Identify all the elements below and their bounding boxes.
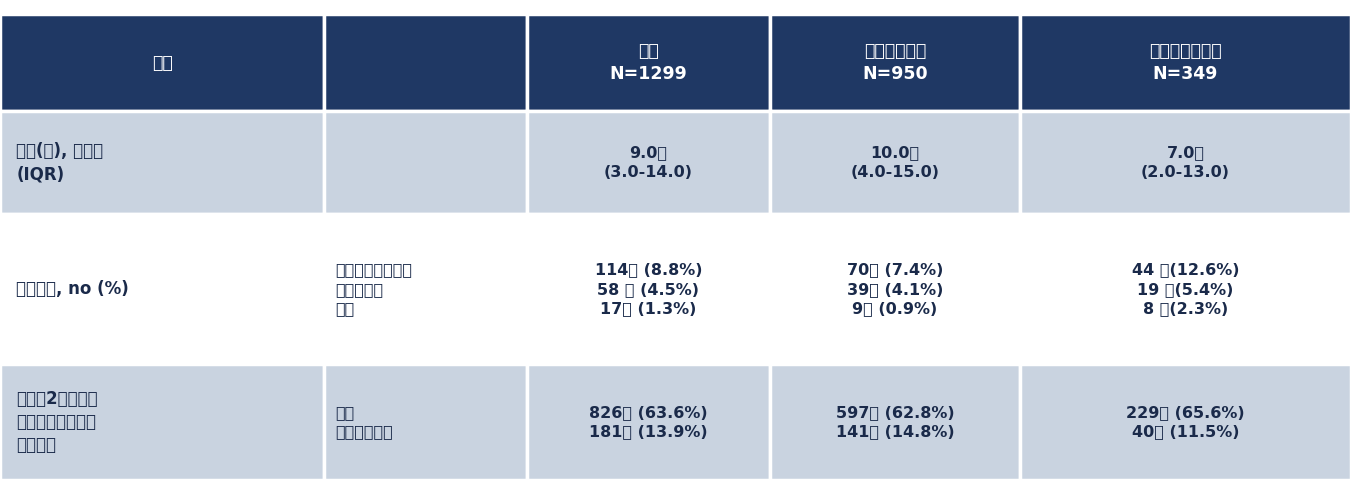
Text: 7.0歳
(2.0-13.0): 7.0歳 (2.0-13.0) — [1142, 146, 1229, 180]
Bar — [0, 364, 324, 480]
Bar — [324, 364, 527, 480]
Bar — [0, 111, 324, 214]
Bar — [0, 14, 324, 111]
Text: 597人 (62.8%)
141人 (14.8%): 597人 (62.8%) 141人 (14.8%) — [836, 405, 954, 439]
Text: 項目: 項目 — [151, 54, 173, 72]
Text: デルタ株流行期
N=349: デルタ株流行期 N=349 — [1150, 42, 1221, 83]
Text: 70人 (7.4%)
39人 (4.1%)
9人 (0.9%): 70人 (7.4%) 39人 (4.1%) 9人 (0.9%) — [847, 263, 943, 316]
Bar — [770, 111, 1020, 214]
Bar — [527, 14, 770, 111]
Text: デルタ株以前
N=950: デルタ株以前 N=950 — [862, 42, 928, 83]
Bar — [324, 111, 527, 214]
Text: 合計
N=1299: 合計 N=1299 — [609, 42, 688, 83]
Text: 基礎疾患, no (%): 基礎疾患, no (%) — [16, 280, 128, 298]
Bar — [324, 14, 527, 111]
Bar — [770, 214, 1020, 364]
Bar — [770, 14, 1020, 111]
Bar — [1020, 111, 1351, 214]
Bar — [0, 214, 324, 364]
Text: 826人 (63.6%)
181人 (13.9%): 826人 (63.6%) 181人 (13.9%) — [589, 405, 708, 439]
Text: 何らかの基礎疾患
気管支喘息
肥満: 何らかの基礎疾患 気管支喘息 肥満 — [335, 263, 412, 316]
Bar — [324, 214, 527, 364]
Text: 10.0歳
(4.0-15.0): 10.0歳 (4.0-15.0) — [851, 146, 939, 180]
Text: 9.0歳
(3.0-14.0): 9.0歳 (3.0-14.0) — [604, 146, 693, 180]
Bar — [527, 111, 770, 214]
Bar — [527, 214, 770, 364]
Bar — [1020, 364, 1351, 480]
Bar — [770, 364, 1020, 480]
Text: 入院前2週間以内
の新型コロナ患者
との接触: 入院前2週間以内 の新型コロナ患者 との接触 — [16, 390, 97, 454]
Text: 114人 (8.8%)
58 人 (4.5%)
17人 (1.3%): 114人 (8.8%) 58 人 (4.5%) 17人 (1.3%) — [594, 263, 703, 316]
Text: 家族
教育関連施設: 家族 教育関連施設 — [335, 405, 393, 439]
Bar — [527, 364, 770, 480]
Text: 229人 (65.6%)
40人 (11.5%): 229人 (65.6%) 40人 (11.5%) — [1127, 405, 1244, 439]
Bar — [1020, 214, 1351, 364]
Text: 年齢(歳), 中央値
(IQR): 年齢(歳), 中央値 (IQR) — [16, 142, 103, 183]
Bar — [1020, 14, 1351, 111]
Text: 44 人(12.6%)
19 人(5.4%)
8 人(2.3%): 44 人(12.6%) 19 人(5.4%) 8 人(2.3%) — [1132, 263, 1239, 316]
